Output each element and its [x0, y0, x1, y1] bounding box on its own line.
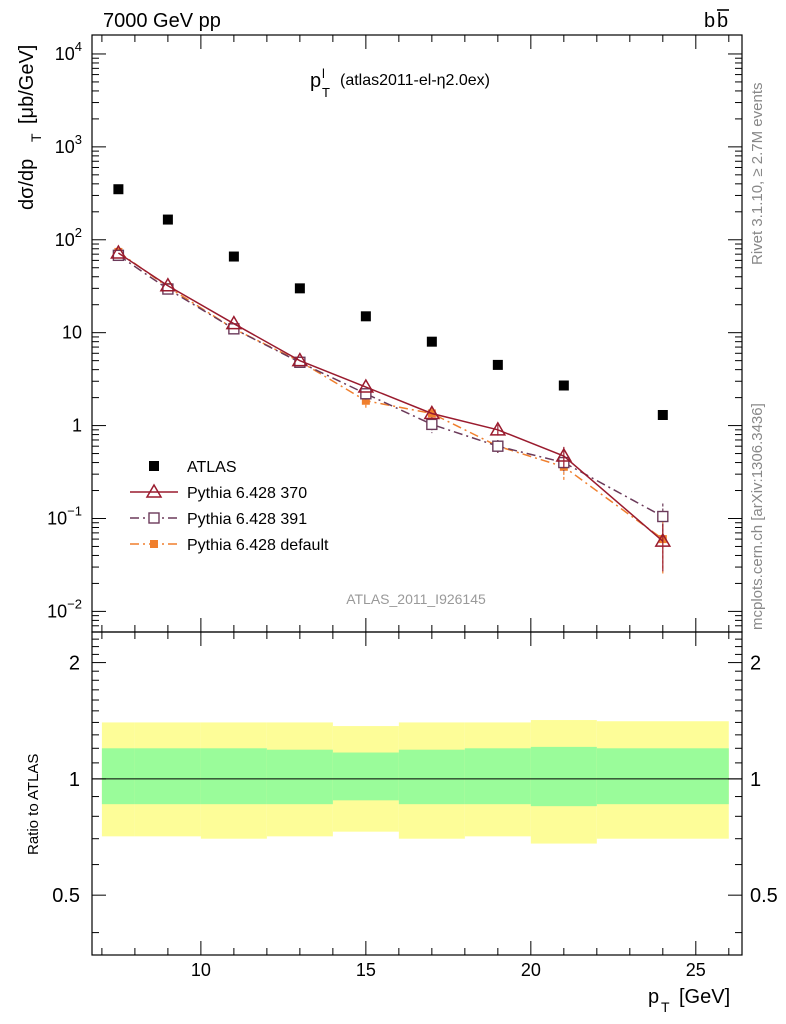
- ratio-band-inner: [398, 749, 465, 805]
- x-axis-label-unit: [GeV]: [679, 986, 730, 1008]
- data-point: [113, 184, 124, 195]
- ratio-tick-label-right: 1: [750, 769, 761, 791]
- ratio-tick-label-left: 1: [69, 769, 80, 791]
- x-axis-label-sub: T: [661, 999, 670, 1015]
- data-point: [228, 251, 239, 262]
- x-tick-label: 25: [686, 960, 706, 980]
- plot-title-sub: T: [322, 85, 330, 100]
- y-tick-base: 10: [47, 601, 67, 621]
- y-tick-base: 10: [55, 230, 75, 250]
- y-tick-exponent: 2: [75, 225, 82, 240]
- y-tick-base: 10: [55, 137, 75, 157]
- series-line: [117, 252, 664, 542]
- plot-title: p l T (atlas2011-el-η2.0ex): [310, 66, 490, 100]
- legend-marker: [145, 483, 163, 498]
- y-axis-label-unit: [μb/GeV]: [16, 45, 38, 124]
- data-point: [426, 418, 438, 431]
- ratio-band-inner: [464, 748, 531, 805]
- y-axis-label: dσ/dp T [μb/GeV]: [16, 45, 44, 210]
- main-panel: [110, 184, 672, 575]
- process-label-bbar: b: [717, 10, 728, 32]
- plot-title-sup: l: [322, 66, 325, 81]
- data-point: [657, 409, 668, 420]
- x-axis-label-main: p: [648, 986, 659, 1008]
- data-point: [162, 214, 173, 225]
- mcplots-label: mcplots.cern.ch [arXiv:1306.3436]: [749, 403, 766, 630]
- analysis-id: ATLAS_2011_I926145: [346, 591, 486, 607]
- ratio-panel: [92, 720, 742, 844]
- ratio-band-inner: [101, 748, 135, 805]
- data-point: [423, 404, 441, 420]
- series-line: [117, 254, 664, 518]
- ratio-band-inner: [596, 748, 729, 805]
- data-point: [555, 447, 573, 462]
- data-point: [360, 311, 371, 322]
- energy-label: 7000 GeV pp: [103, 10, 221, 32]
- y-tick-label: 102: [55, 225, 82, 250]
- data-point: [357, 378, 375, 393]
- data-point: [294, 283, 305, 294]
- ratio-tick-label-right: 2: [750, 653, 761, 675]
- legend-marker: [150, 540, 158, 548]
- ratio-band-inner: [134, 748, 201, 805]
- y-tick-base: 1: [72, 416, 82, 436]
- ratio-tick-label-right: 0.5: [750, 885, 778, 907]
- legend-label: Pythia 6.428 default: [187, 537, 329, 554]
- legend-marker: [149, 461, 159, 471]
- data-point: [489, 421, 507, 436]
- x-tick-label: 15: [356, 960, 376, 980]
- x-axis-label: p T [GeV]: [648, 986, 730, 1015]
- data-point: [492, 440, 504, 452]
- legend-label: Pythia 6.428 370: [187, 485, 307, 502]
- y-tick-label: 10−2: [47, 596, 82, 621]
- data-point: [361, 396, 370, 405]
- y-tick-base: 10: [47, 508, 67, 528]
- plot-title-main: p: [310, 70, 321, 92]
- ratio-frame: [91, 631, 743, 956]
- ratio-band-inner: [530, 746, 597, 807]
- process-label-b: b: [704, 10, 715, 32]
- data-point: [426, 336, 437, 347]
- ratio-band-inner: [200, 748, 267, 805]
- legend: ATLAS Pythia 6.428 370 Pythia 6.428 391 Pyt…: [130, 459, 329, 554]
- data-point: [110, 244, 127, 259]
- ratio-tick-label-left: 0.5: [52, 885, 80, 907]
- y-tick-base: 10: [62, 323, 82, 343]
- rivet-label: Rivet 3.1.10, ≥ 2.7M events: [749, 83, 766, 266]
- legend-label: ATLAS: [187, 459, 237, 476]
- y-tick-base: 10: [55, 44, 75, 64]
- ratio-tick-label-left: 2: [69, 653, 80, 675]
- plot-title-detail: (atlas2011-el-η2.0ex): [340, 72, 490, 89]
- legend-label: Pythia 6.428 391: [187, 511, 307, 528]
- y-tick-label: 10: [62, 323, 82, 343]
- data-point: [291, 352, 309, 367]
- data-point: [492, 359, 503, 370]
- legend-marker: [148, 512, 160, 524]
- y-tick-exponent: 3: [75, 132, 82, 147]
- data-point: [159, 277, 177, 292]
- y-tick-label: 10−1: [47, 503, 82, 528]
- ratio-y-label: Ratio to ATLAS: [25, 754, 42, 855]
- y-axis-label-sub: T: [28, 133, 44, 142]
- process-label: b b: [704, 9, 729, 32]
- ratio-band-inner: [332, 752, 399, 801]
- y-tick-label: 104: [55, 39, 82, 64]
- y-tick-exponent: −2: [67, 596, 82, 611]
- y-axis-label-main: dσ/dp: [16, 159, 38, 210]
- data-point: [558, 380, 569, 391]
- x-tick-label: 10: [191, 960, 211, 980]
- y-tick-exponent: −1: [67, 503, 82, 518]
- y-tick-label: 1: [72, 416, 82, 436]
- data-point: [360, 388, 372, 400]
- data-point: [654, 532, 672, 547]
- data-point: [657, 510, 669, 523]
- ratio-band-inner: [266, 749, 333, 805]
- y-tick-label: 103: [55, 132, 82, 157]
- y-tick-exponent: 4: [75, 39, 82, 54]
- data-point: [225, 315, 243, 330]
- x-tick-label: 20: [521, 960, 541, 980]
